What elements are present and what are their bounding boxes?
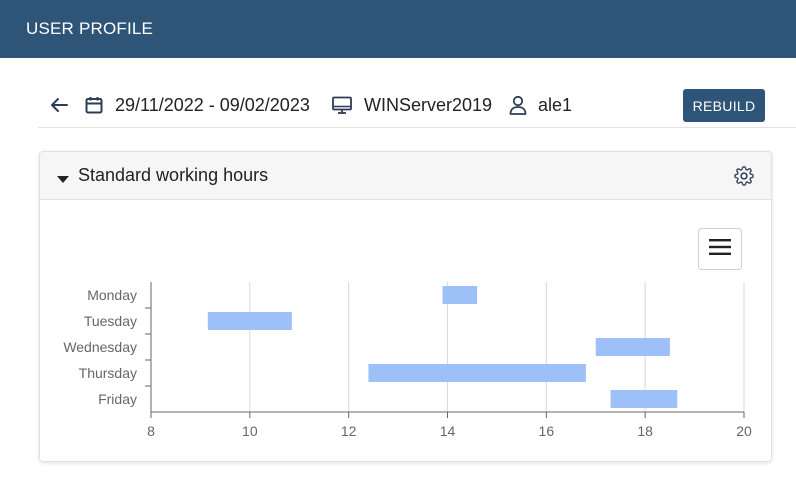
y-category-label: Monday bbox=[87, 287, 137, 303]
app-header: USER PROFILE bbox=[0, 0, 796, 58]
working-hours-chart: 8 10 12 14 16 18 20 Monday Tuesday Wednesday Thurs… bbox=[63, 282, 752, 439]
working-hours-bar bbox=[610, 390, 678, 408]
x-tick-label: 10 bbox=[242, 423, 258, 439]
user-icon bbox=[508, 94, 528, 116]
panel-header[interactable]: Standard working hours bbox=[40, 152, 771, 200]
back-button[interactable] bbox=[48, 84, 70, 126]
working-hours-bar bbox=[368, 364, 586, 382]
x-tick-label: 20 bbox=[736, 423, 752, 439]
machine-selector[interactable]: WINServer2019 bbox=[331, 84, 492, 126]
calendar-icon[interactable] bbox=[84, 95, 104, 115]
x-tick-label: 12 bbox=[341, 423, 357, 439]
arrow-left-icon[interactable] bbox=[48, 94, 70, 116]
chart-menu-button[interactable] bbox=[698, 228, 742, 270]
x-tick-label: 18 bbox=[637, 423, 653, 439]
monitor-icon bbox=[331, 94, 353, 116]
x-tick-label: 14 bbox=[440, 423, 456, 439]
y-category-label: Tuesday bbox=[84, 313, 137, 329]
user-name[interactable]: ale1 bbox=[538, 94, 573, 115]
y-category-label: Wednesday bbox=[63, 339, 137, 355]
working-hours-bar bbox=[207, 312, 292, 330]
working-hours-bar bbox=[442, 286, 478, 304]
y-category-label: Friday bbox=[98, 391, 137, 407]
date-range-text[interactable]: 29/11/2022 - 09/02/2023 bbox=[115, 94, 310, 115]
panel-title: Standard working hours bbox=[78, 165, 269, 185]
y-category-label: Thursday bbox=[79, 365, 137, 381]
gear-icon[interactable] bbox=[734, 166, 754, 191]
date-range-picker[interactable]: 29/11/2022 - 09/02/2023 bbox=[84, 84, 310, 126]
page-title: USER PROFILE bbox=[26, 19, 154, 38]
working-hours-bar bbox=[595, 338, 670, 356]
x-tick-label: 8 bbox=[147, 423, 155, 439]
machine-name[interactable]: WINServer2019 bbox=[364, 94, 493, 115]
caret-down-icon[interactable] bbox=[57, 171, 69, 189]
user-selector[interactable]: ale1 bbox=[508, 84, 572, 126]
rebuild-button[interactable]: REBUILD bbox=[683, 89, 765, 122]
working-hours-panel: Standard working hours 8 10 12 14 16 18 20 Mond… bbox=[39, 151, 772, 462]
hamburger-icon[interactable] bbox=[709, 238, 731, 260]
x-tick-label: 16 bbox=[539, 423, 555, 439]
profile-toolbar: 29/11/2022 - 09/02/2023 WINServer2019 al… bbox=[38, 84, 796, 128]
